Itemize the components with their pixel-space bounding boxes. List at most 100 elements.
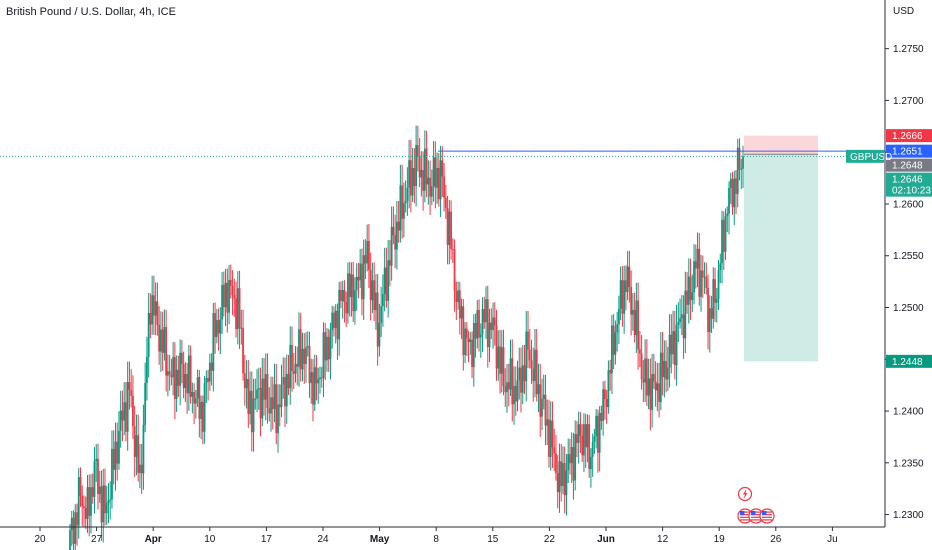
price-tag-bg — [886, 354, 932, 368]
candle-body — [350, 274, 353, 298]
candle-body — [635, 300, 638, 336]
candle — [488, 308, 491, 363]
candle — [509, 339, 512, 396]
candle — [432, 140, 435, 202]
candle-body — [443, 176, 445, 198]
candle-body — [633, 309, 636, 336]
candle — [579, 412, 582, 453]
candle-body — [719, 263, 722, 271]
time-tick-label: 19 — [714, 534, 726, 545]
candle — [507, 363, 510, 407]
candle — [668, 314, 671, 388]
candle — [740, 158, 743, 190]
candle — [401, 164, 404, 239]
candle — [597, 409, 599, 473]
candle — [446, 195, 449, 265]
candle-body — [392, 226, 395, 236]
candle-body — [698, 248, 701, 297]
candle-body — [583, 424, 585, 456]
candle — [647, 358, 650, 410]
candle-body — [567, 454, 570, 471]
candle — [621, 266, 624, 327]
candle — [717, 259, 720, 311]
candle — [348, 261, 351, 317]
candle — [735, 170, 737, 215]
candle — [436, 152, 438, 204]
candle-body — [104, 485, 106, 514]
candle — [395, 201, 398, 270]
candle-body — [549, 420, 552, 457]
candle — [666, 346, 669, 391]
short-position-tool[interactable] — [744, 135, 818, 362]
candle-body — [516, 380, 519, 402]
candle — [191, 382, 194, 414]
candle-body — [541, 398, 543, 417]
candle-body — [668, 334, 671, 368]
candle-body — [631, 309, 634, 315]
candle-body — [126, 382, 129, 432]
candle-body — [252, 398, 255, 433]
candle — [184, 362, 187, 403]
candle-body — [460, 306, 463, 319]
candle — [675, 304, 678, 386]
candle — [569, 438, 571, 475]
candle — [179, 339, 182, 406]
price-tick-label: 1.2550 — [893, 251, 924, 262]
candle-body — [359, 263, 362, 281]
candle — [376, 273, 379, 366]
candle — [680, 295, 683, 336]
candle — [631, 293, 634, 331]
candle-body — [609, 370, 612, 374]
candle-body — [144, 382, 147, 426]
candle-body — [294, 363, 297, 374]
candle — [726, 206, 729, 232]
candle-body — [133, 426, 136, 457]
candle — [305, 332, 307, 383]
candle — [427, 160, 430, 205]
candle-body — [170, 374, 173, 378]
candle-body — [212, 313, 215, 371]
candle — [97, 443, 99, 510]
candle — [256, 369, 258, 412]
candle — [366, 224, 369, 272]
candle-body — [200, 402, 203, 419]
candle-body — [341, 289, 344, 301]
candle-body — [111, 448, 113, 500]
candle — [654, 361, 657, 407]
candle — [616, 311, 619, 352]
candle — [506, 364, 508, 413]
time-tick-label: 26 — [770, 534, 782, 545]
candle — [161, 311, 164, 371]
candle — [423, 130, 426, 203]
time-tick-label: 12 — [657, 534, 669, 545]
plot-area[interactable] — [0, 125, 885, 550]
candle — [619, 266, 622, 321]
candle — [513, 366, 515, 425]
candle-body — [665, 361, 667, 380]
candle — [553, 428, 556, 472]
candle — [521, 344, 524, 405]
candle — [663, 340, 666, 398]
candle — [607, 360, 610, 414]
candle — [670, 314, 673, 374]
candle — [635, 282, 638, 353]
candle — [430, 169, 433, 205]
candle — [549, 401, 552, 471]
candle-body — [595, 415, 598, 437]
candle — [247, 359, 250, 428]
candle — [516, 360, 519, 412]
candle — [341, 280, 344, 319]
candle — [343, 280, 346, 323]
candle — [504, 368, 507, 408]
candle-body — [537, 384, 540, 395]
candle — [534, 329, 536, 398]
candle-body — [544, 394, 547, 426]
candle — [633, 292, 636, 343]
candle-body — [277, 404, 279, 434]
candle-body — [728, 187, 730, 214]
candle-body — [280, 384, 283, 408]
candle — [665, 340, 667, 393]
candle-body — [479, 334, 482, 338]
candle — [471, 331, 473, 379]
